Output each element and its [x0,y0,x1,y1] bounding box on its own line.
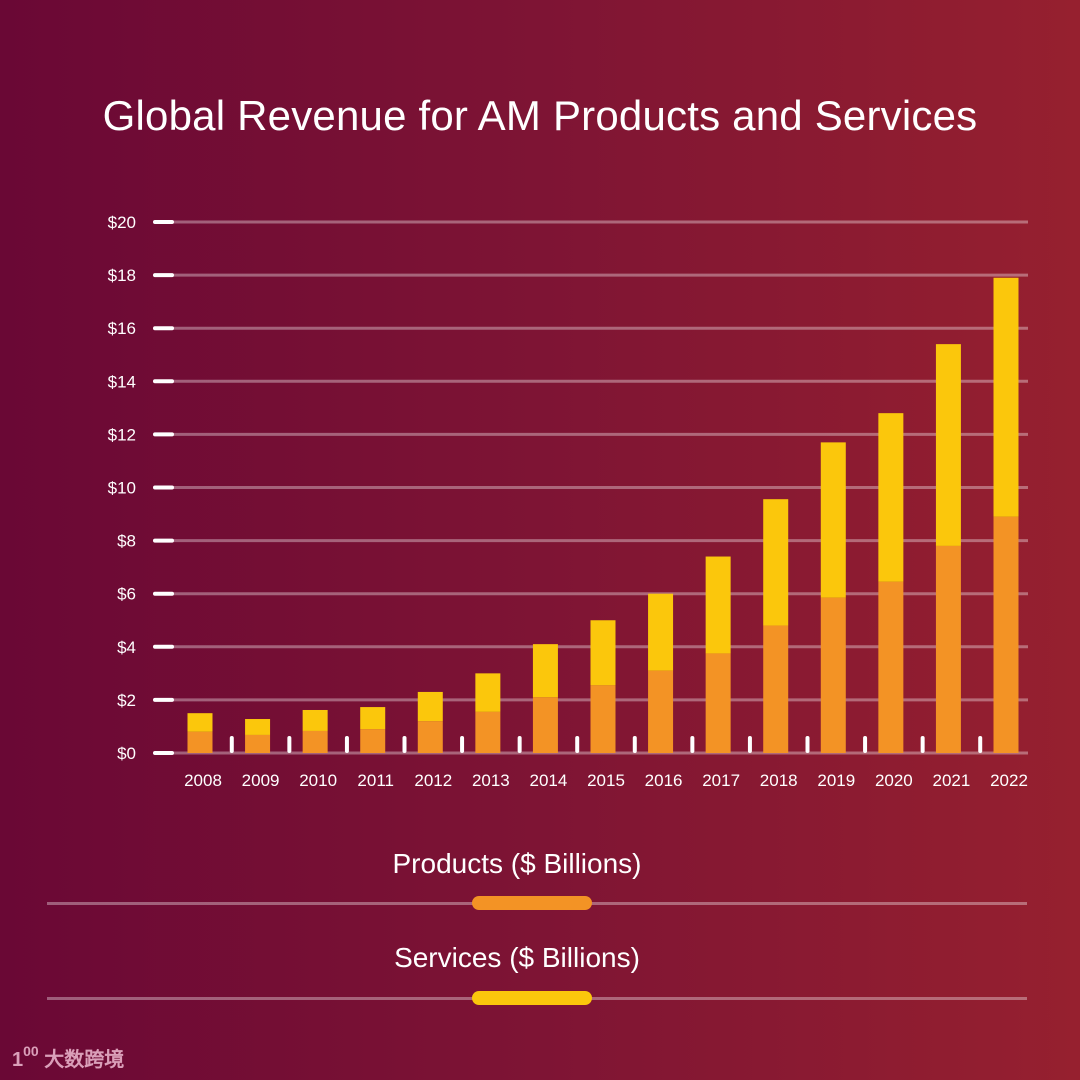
bar-services-2014 [532,644,558,698]
x-tick-label: 2008 [184,771,222,790]
x-tick-label: 2019 [817,771,855,790]
x-tick-label: 2011 [357,771,394,790]
y-tick-label: $2 [117,691,136,710]
bar-services-2013 [475,673,501,712]
legend-swatch-products [472,896,592,910]
bar-services-2016 [648,593,674,671]
bar-services-2020 [878,413,904,582]
bar-products-2017 [705,653,731,753]
bar-services-2009 [245,719,271,735]
bar-services-2017 [705,556,731,654]
bar-services-2015 [590,620,616,686]
y-tick-label: $12 [108,425,136,444]
bar-products-2020 [878,581,904,753]
y-tick-label: $16 [108,319,136,338]
x-tick-label: 2010 [299,771,337,790]
x-tick-label: 2013 [472,771,510,790]
bar-products-2022 [993,516,1019,753]
x-tick-label: 2009 [242,771,280,790]
x-tick-label: 2022 [990,771,1028,790]
x-tick-label: 2014 [530,771,568,790]
bar-services-2019 [820,442,846,598]
bar-products-2008 [187,731,213,753]
bar-products-2011 [360,729,386,753]
bar-products-2016 [648,670,674,753]
x-tick-label: 2012 [414,771,452,790]
legend-label-products: Products ($ Billions) [392,848,642,879]
y-tick-label: $10 [108,479,136,498]
bar-services-2022 [993,277,1019,517]
bar-products-2021 [935,545,961,753]
bar-products-2014 [532,697,558,753]
y-tick-label: $0 [117,744,136,763]
bar-products-2018 [763,625,789,753]
y-tick-label: $8 [117,532,136,551]
y-tick-label: $6 [117,585,136,604]
bar-products-2015 [590,685,616,753]
bar-products-2013 [475,711,501,753]
x-tick-label: 2015 [587,771,625,790]
x-tick-label: 2021 [933,771,971,790]
x-tick-label: 2018 [760,771,798,790]
bar-services-2012 [417,691,443,722]
bar-services-2011 [360,707,386,730]
bar-services-2021 [935,344,961,546]
y-tick-label: $20 [108,213,136,232]
watermark-text: 大数跨境 [44,1049,125,1071]
bar-products-2010 [302,730,328,753]
y-tick-label: $4 [117,638,136,657]
x-tick-label: 2016 [645,771,683,790]
chart-title: Global Revenue for AM Products and Servi… [102,92,978,139]
bar-services-2018 [763,499,789,626]
x-tick-label: 2017 [702,771,740,790]
bar-services-2008 [187,713,213,732]
chart-plot: $0 $2 $4 $6 $8 $10 $12 $14 $16 $18 $20 2008 2009 2010… [108,213,1028,790]
bar-products-2012 [417,721,443,753]
legend-swatch-services [472,991,592,1005]
bar-services-2010 [302,709,328,731]
legend-label-services: Services ($ Billions) [394,942,640,973]
watermark-logo: 100 大数跨境 [12,1043,125,1071]
bar-products-2019 [820,597,846,753]
y-tick-label: $18 [108,266,136,285]
bar-products-2009 [245,734,271,753]
x-tick-label: 2020 [875,771,913,790]
y-tick-label: $14 [108,372,136,391]
